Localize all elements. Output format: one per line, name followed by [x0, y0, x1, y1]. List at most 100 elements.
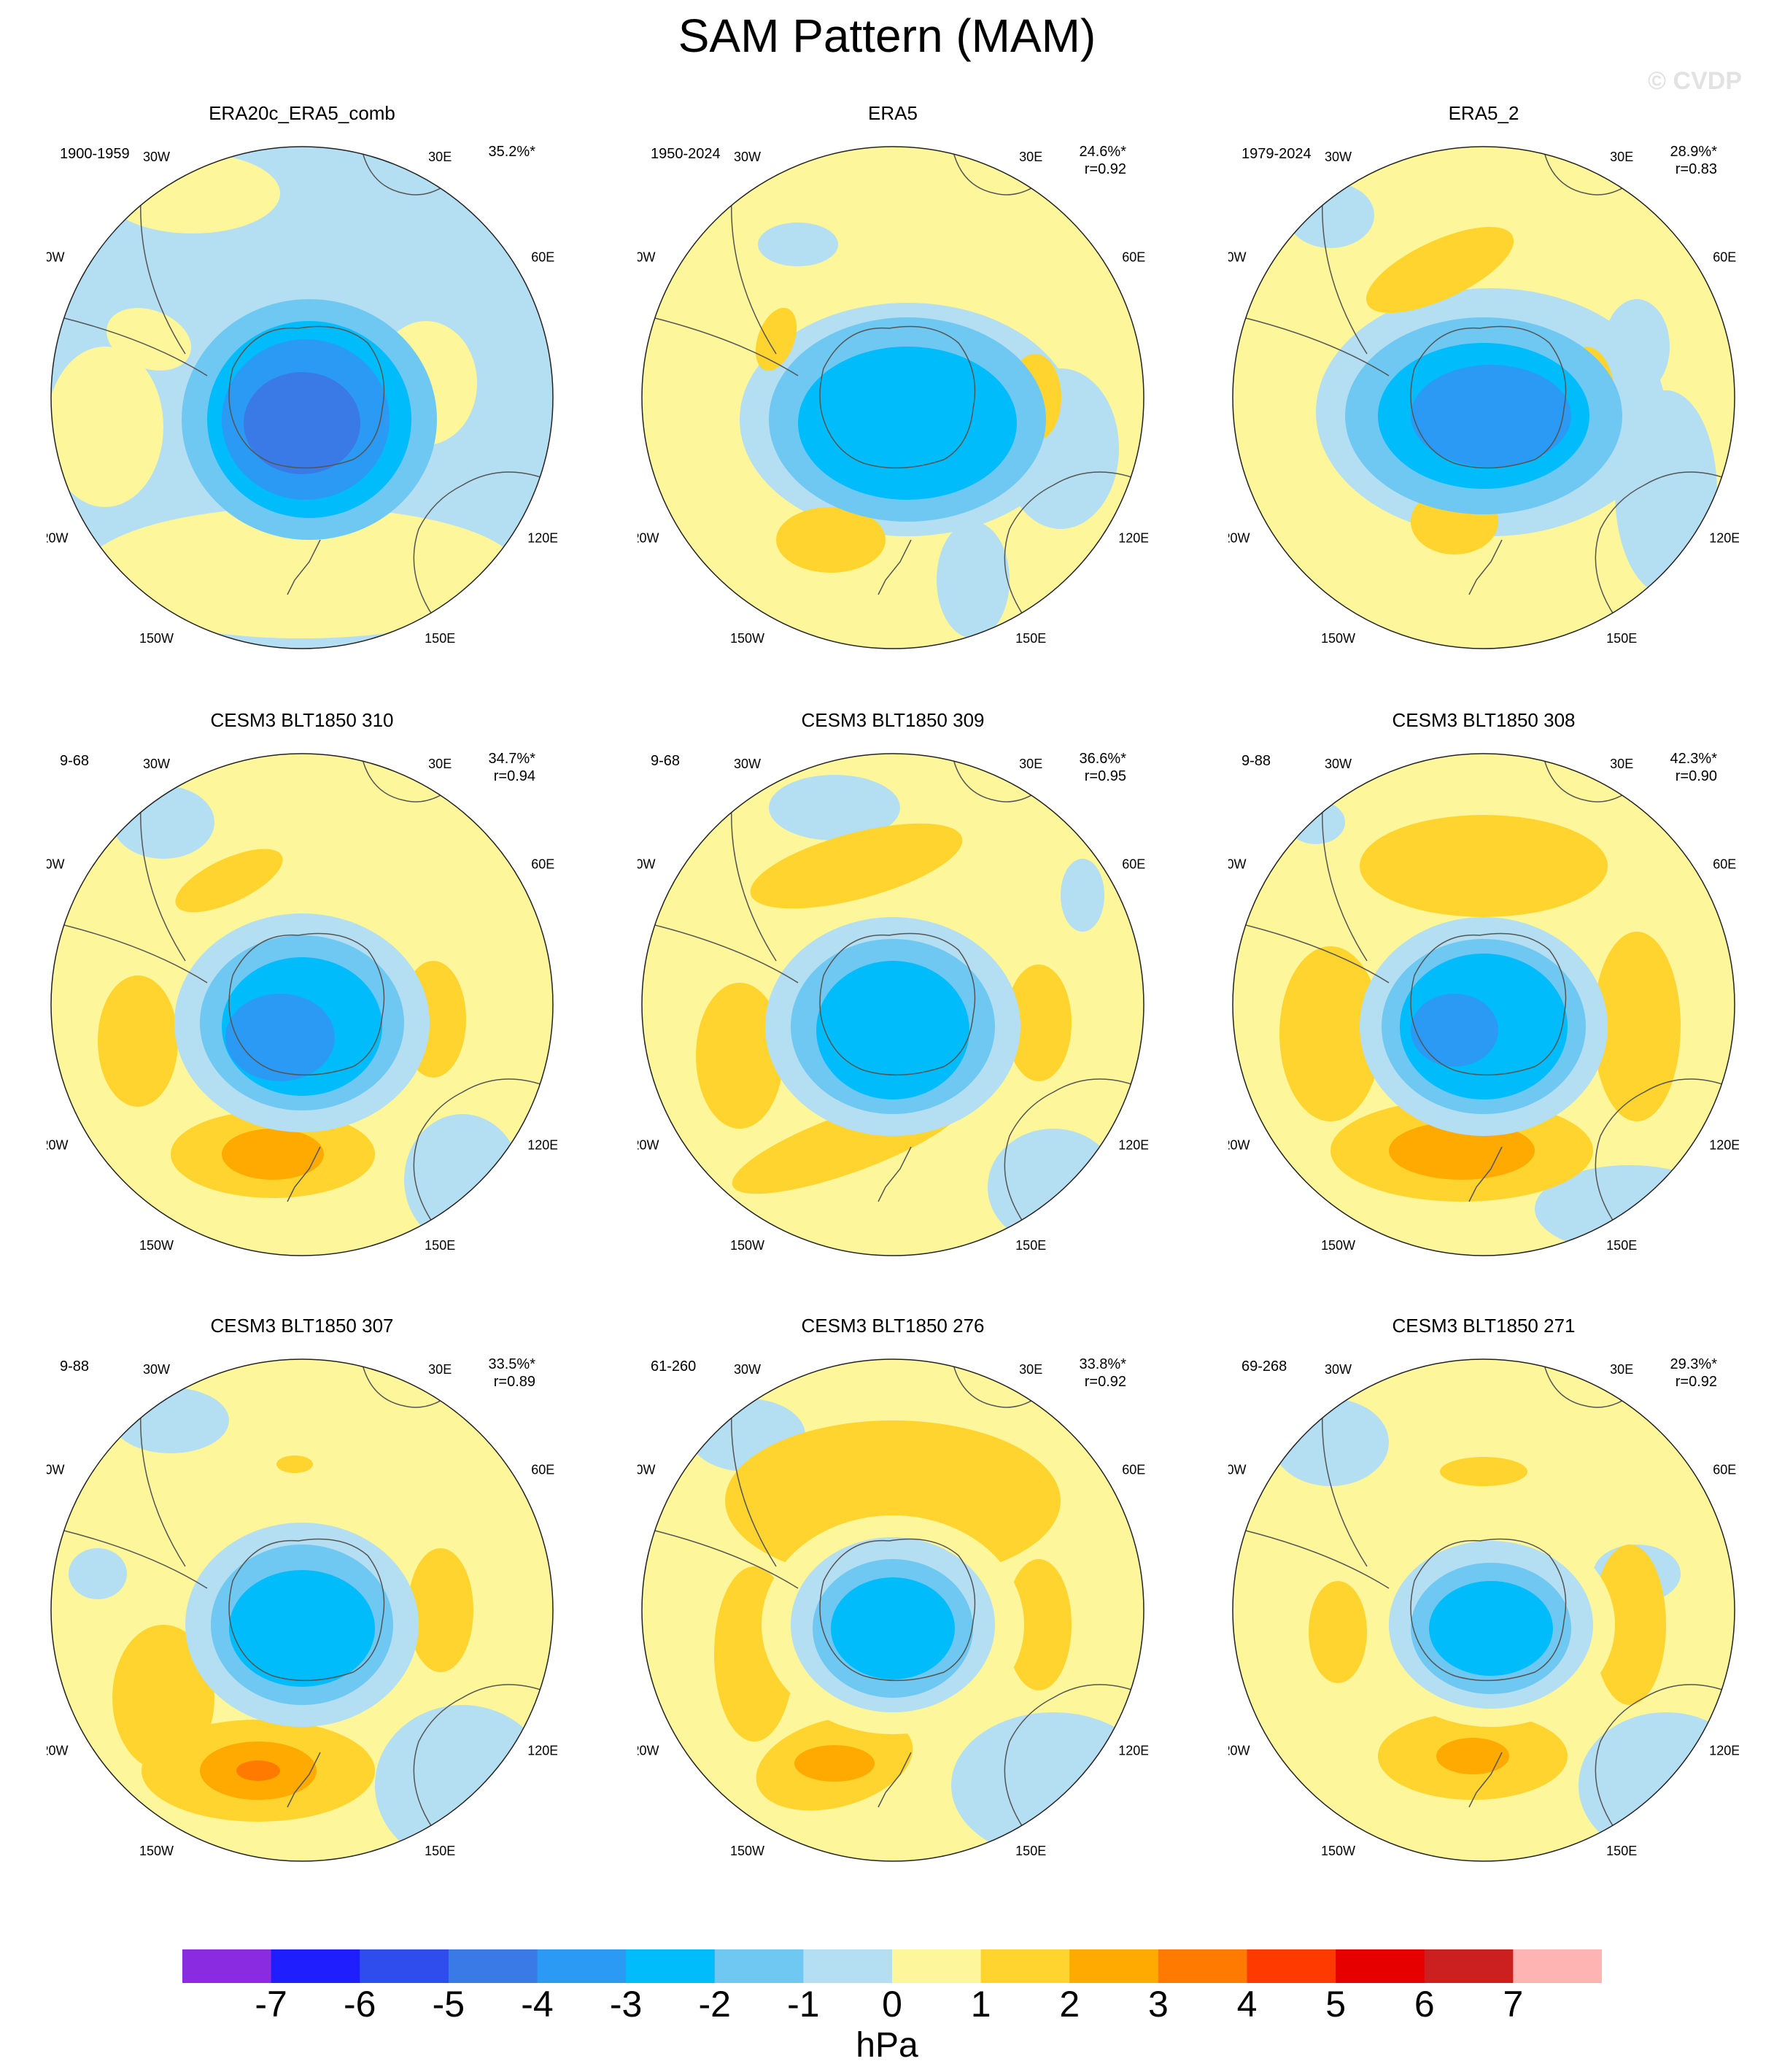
longitude-label: 30E [1019, 150, 1042, 164]
panel-period: 69-268 [1242, 1358, 1287, 1375]
longitude-label: 120E [1709, 1138, 1739, 1153]
polar-map: 030E60E90E120E150E180150W120W90W60W30W [1228, 731, 1739, 1256]
negative-anomaly-region [244, 372, 360, 474]
panel-stats: 33.5%* r=0.89 [489, 1356, 536, 1391]
colorbar-swatch [1069, 1949, 1159, 1983]
negative-anomaly-region [1411, 994, 1498, 1067]
south-america-coastline [1242, 1398, 1390, 1589]
longitude-label: 150E [1015, 631, 1046, 646]
panel-stats: 42.3%* r=0.90 [1670, 750, 1718, 785]
map-panel: ERA5_21979-202428.9%*r=0.83030E60E90E120… [1228, 102, 1739, 664]
longitude-label: 120E [527, 531, 557, 546]
longitude-label: 150E [1606, 631, 1637, 646]
antarctica-coastline [228, 932, 385, 1076]
pattern-correlation: r=0.83 [1675, 161, 1717, 177]
map-border [641, 1358, 1144, 1862]
polar-map: 030E60E90E120E150E180150W120W90W60W30W [638, 1337, 1148, 1862]
main-title: SAM Pattern (MAM) [678, 9, 1096, 62]
longitude-label: 30E [1610, 1362, 1633, 1377]
negative-anomaly-region [1287, 800, 1345, 844]
map-border [50, 753, 554, 1256]
pattern-correlation: r=0.95 [1084, 768, 1126, 784]
new-zealand-coastline [1468, 1146, 1503, 1202]
positive-anomaly-region [222, 1129, 324, 1180]
colorbar-units: hPa [856, 2026, 918, 2065]
longitude-label: 150W [730, 1238, 764, 1253]
longitude-label: 60E [531, 250, 554, 264]
new-zealand-coastline [287, 539, 321, 595]
variance-explained: 33.5%* [488, 1356, 536, 1372]
colorbar-tick-label: 0 [882, 1984, 902, 2025]
longitude-label: 0 [889, 124, 896, 126]
longitude-label: 150E [425, 1844, 455, 1858]
longitude-label: 150W [139, 1844, 174, 1858]
map-panel: CESM3 BLT1850 307 9-88 33.5%* r=0.89 0 30E 60E… [47, 1315, 557, 1876]
positive-anomaly-region [1440, 1457, 1527, 1486]
longitude-label: 120E [1709, 1744, 1739, 1758]
colorbar [182, 1949, 1602, 1983]
longitude-label: 30E [428, 150, 452, 164]
colorbar-tick-label: -4 [521, 1984, 554, 2025]
variance-explained: 34.7%* [488, 751, 536, 767]
colorbar-tick-label: 5 [1325, 1984, 1347, 2025]
longitude-label: 150W [1321, 631, 1355, 646]
longitude-label: 150W [1321, 1844, 1355, 1858]
longitude-label: 30W [734, 1362, 761, 1377]
longitude-label: 150E [1015, 1844, 1046, 1858]
panel-stats: 33.8%* r=0.92 [1080, 1356, 1127, 1391]
new-zealand-coastline [878, 1146, 912, 1202]
panel-stats: 35.2%* [489, 143, 536, 161]
longitude-label: 0 [1480, 731, 1487, 733]
colorbar-swatch [271, 1949, 360, 1983]
map-border [641, 146, 1144, 649]
negative-anomaly-region [112, 1388, 229, 1453]
map-border [50, 146, 554, 649]
positive-anomaly-region [408, 1548, 473, 1672]
longitude-label: 30E [1019, 757, 1042, 771]
new-zealand-coastline [878, 539, 912, 595]
longitude-label: 0 [889, 731, 896, 733]
longitude-label: 150E [1606, 1238, 1637, 1253]
colorbar-swatch [537, 1949, 627, 1983]
longitude-label: 60E [1713, 1462, 1736, 1477]
positive-anomaly-region [1366, 227, 1514, 313]
colorbar-tick-label: 1 [970, 1984, 991, 2025]
panel-title: CESM3 BLT1850 309 [801, 709, 985, 731]
panel-stats: 24.6%* r=0.92 [1080, 143, 1127, 178]
longitude-label: 0 [1480, 124, 1487, 126]
longitude-label: 120W [1228, 1744, 1250, 1758]
panel-stats: 34.7%* r=0.94 [489, 750, 536, 785]
positive-anomaly-region [1436, 1738, 1509, 1774]
positive-anomaly-region [1360, 815, 1608, 917]
longitude-label: 30W [1325, 1362, 1352, 1377]
positive-anomaly-region [51, 347, 163, 507]
positive-anomaly-region [696, 983, 783, 1129]
negative-anomaly-region [1411, 365, 1571, 467]
positive-anomaly-region [1389, 1121, 1535, 1180]
longitude-label: 30W [143, 150, 170, 164]
map-panel: CESM3 BLT1850 271 69-268 29.3%* r=0.92 0 30E 6… [1228, 1315, 1739, 1876]
longitude-label: 30W [734, 757, 761, 771]
colorbar-swatch [182, 1949, 272, 1983]
panel-period: 9-68 [651, 753, 681, 769]
negative-anomaly-region [229, 1570, 375, 1687]
longitude-label: 60E [1122, 857, 1145, 871]
longitude-label: 60E [1713, 857, 1736, 871]
south-america-coastline [651, 1398, 799, 1589]
negative-anomaly-region [1287, 182, 1374, 248]
longitude-label: 60W [638, 857, 656, 871]
panel-title: CESM3 BLT1850 271 [1392, 1315, 1576, 1337]
polar-map: 030E60E90E120E150E180150W120W90W60W30W [638, 124, 1148, 649]
map-panel: CESM3 BLT1850 310 9-68 34.7%*r=0.94 0 30E 60E… [47, 709, 557, 1271]
panel-title: CESM3 BLT1850 310 [210, 709, 394, 731]
variance-explained: 35.2%* [488, 144, 536, 160]
longitude-label: 150W [1321, 1238, 1355, 1253]
variance-explained: 28.9%* [1670, 144, 1718, 160]
map-border [1232, 1358, 1735, 1862]
longitude-label: 120E [1118, 1744, 1148, 1758]
longitude-label: 120E [1118, 531, 1148, 546]
panel-stats: 36.6%* r=0.95 [1080, 750, 1127, 785]
pattern-correlation: r=0.92 [1084, 1374, 1126, 1390]
map-border [641, 753, 1144, 1256]
new-zealand-coastline [878, 1752, 912, 1808]
